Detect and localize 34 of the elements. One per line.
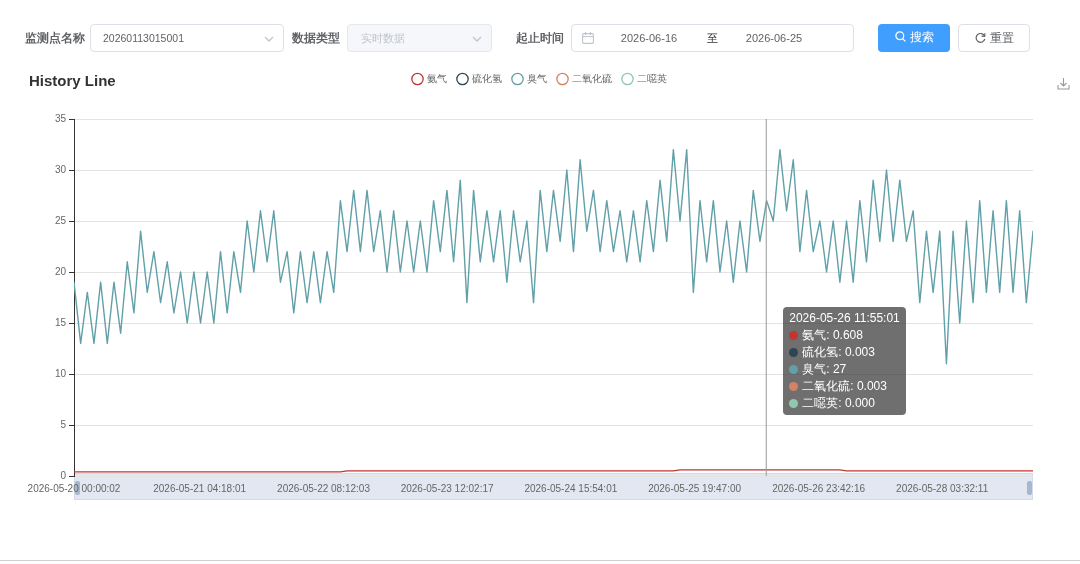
x-tick-label: 2026-05-26 23:42:16 bbox=[772, 482, 866, 494]
reset-button: 重置 bbox=[958, 24, 1030, 52]
select-field: 20260113015001 bbox=[90, 24, 284, 52]
y-tick-label: 20 bbox=[54, 265, 67, 277]
x-tick-label: 2026-05-22 08:12:03 bbox=[277, 482, 371, 494]
y-tick-label: 0 bbox=[60, 469, 67, 481]
annotation: 二噁英: 0.000 bbox=[802, 396, 875, 410]
legend-label: 硫化氢 bbox=[471, 72, 502, 84]
y-tick-label: 30 bbox=[54, 163, 67, 175]
x-tick-label: 2026-05-21 04:18:01 bbox=[153, 482, 247, 494]
x-tick-label: 2026-05-25 19:47:00 bbox=[648, 482, 742, 494]
annotation: 氨气: 0.608 bbox=[802, 328, 863, 342]
y-tick-label: 35 bbox=[54, 112, 67, 124]
annotation: 臭气: 27 bbox=[802, 362, 847, 376]
legend-label: 臭气 bbox=[526, 72, 547, 84]
annotation: 硫化氢: 0.003 bbox=[802, 345, 875, 359]
search-button: 搜索 bbox=[878, 24, 950, 52]
legend-label: 二噁英 bbox=[636, 72, 667, 84]
y-tick-label: 15 bbox=[54, 316, 67, 328]
x-tick-label: 2026-05-23 12:02:17 bbox=[400, 482, 494, 494]
chart-title: History Line bbox=[29, 72, 116, 90]
y-tick-label: 25 bbox=[54, 214, 67, 226]
x-tick-label: 2026-05-28 03:32:11 bbox=[896, 482, 989, 494]
y-tick-label: 5 bbox=[60, 418, 67, 430]
annotation: 二氧化硫: 0.003 bbox=[802, 379, 887, 393]
annotation: 2026-05-26 11:55:01 bbox=[789, 310, 900, 327]
legend-label: 二氧化硫 bbox=[571, 72, 612, 84]
text: 数据类型 bbox=[292, 31, 340, 46]
text: 起止时间 bbox=[516, 31, 564, 46]
x-tick-label: 2026-05-24 15:54:01 bbox=[524, 482, 618, 494]
text: 监测点名称 bbox=[25, 30, 85, 46]
date-range-field: 2026-06-16 至 2026-06-25 bbox=[571, 24, 854, 52]
y-tick-label: 10 bbox=[54, 367, 67, 379]
legend-label: 氨气 bbox=[426, 72, 447, 84]
